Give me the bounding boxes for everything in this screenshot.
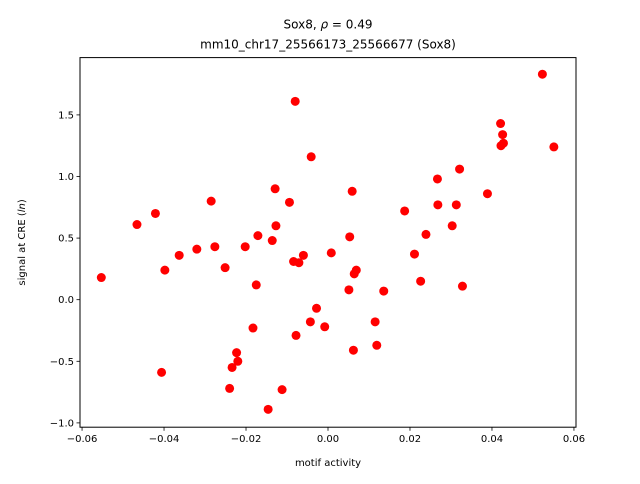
data-point: [263, 404, 273, 414]
data-point: [225, 383, 235, 393]
data-point: [344, 285, 354, 295]
data-point: [291, 330, 301, 340]
data-point: [416, 276, 426, 286]
data-point: [379, 286, 389, 296]
data-point: [284, 197, 294, 207]
data-point: [345, 232, 355, 242]
x-axis-ticks: −0.06 −0.04 −0.02 0.00 0.02 0.04 0.06: [67, 427, 585, 445]
data-point: [482, 189, 492, 199]
data-point: [400, 206, 410, 216]
data-point: [312, 303, 322, 313]
y-axis-label: signal at CRE (ln): [17, 199, 28, 285]
data-point: [549, 142, 559, 152]
y-tick-label: 0.5: [58, 234, 74, 245]
y-tick-label: −0.5: [50, 357, 74, 368]
x-tick-label: 0.02: [399, 434, 421, 445]
data-point: [271, 221, 281, 231]
data-point: [253, 231, 263, 241]
data-point: [160, 265, 170, 275]
data-point: [305, 317, 315, 327]
y-tick-label: −1.0: [50, 418, 74, 429]
x-tick-label: −0.02: [231, 434, 262, 445]
x-tick-label: −0.06: [67, 434, 98, 445]
data-point: [326, 248, 336, 258]
data-point: [421, 229, 431, 239]
x-axis-label: motif activity: [295, 458, 361, 469]
data-point: [132, 220, 142, 230]
x-tick-label: 0.04: [481, 434, 503, 445]
data-point: [348, 345, 358, 355]
data-point: [294, 258, 304, 268]
data-point: [232, 348, 242, 358]
x-tick-label: 0.00: [317, 434, 339, 445]
data-point: [290, 96, 300, 106]
data-point: [498, 130, 508, 140]
data-point: [220, 263, 230, 273]
data-point: [451, 200, 461, 210]
data-point: [351, 265, 361, 275]
y-tick-label: 1.5: [58, 110, 74, 121]
x-tick-label: 0.06: [563, 434, 585, 445]
data-point: [433, 200, 443, 210]
data-point: [248, 323, 258, 333]
data-point: [174, 250, 184, 260]
data-point: [192, 244, 202, 254]
data-point: [157, 367, 167, 377]
data-point: [409, 249, 419, 259]
x-tick-label: −0.04: [149, 434, 180, 445]
data-point: [306, 152, 316, 162]
data-point: [372, 340, 382, 350]
data-point: [447, 221, 457, 231]
data-point: [432, 174, 442, 184]
data-point: [370, 317, 380, 327]
data-point: [150, 208, 160, 218]
data-point: [455, 164, 465, 174]
data-point: [270, 184, 280, 194]
y-tick-label: 1.0: [58, 172, 74, 183]
data-point: [251, 280, 261, 290]
data-point: [457, 281, 467, 291]
chart-title-line2: mm10_chr17_25566173_25566677 (Sox8): [200, 38, 456, 52]
y-axis-ticks: −1.0 −0.5 0.0 0.5 1.0 1.5: [50, 110, 80, 429]
data-point: [496, 119, 506, 129]
data-point: [498, 138, 508, 148]
data-point: [206, 196, 216, 206]
chart-title-line1: Sox8, ρ = 0.49: [284, 18, 373, 32]
data-point: [210, 242, 220, 252]
data-point: [320, 322, 330, 332]
data-point: [96, 273, 106, 283]
data-point: [240, 242, 250, 252]
plot-frame: [79, 57, 577, 428]
data-point: [267, 236, 277, 246]
data-point: [277, 385, 287, 395]
data-points: [96, 69, 559, 414]
data-point: [233, 356, 243, 366]
data-point: [298, 250, 308, 260]
y-tick-label: 0.0: [58, 295, 74, 306]
data-point: [537, 69, 547, 79]
data-point: [347, 186, 357, 196]
data-point: [227, 362, 237, 372]
